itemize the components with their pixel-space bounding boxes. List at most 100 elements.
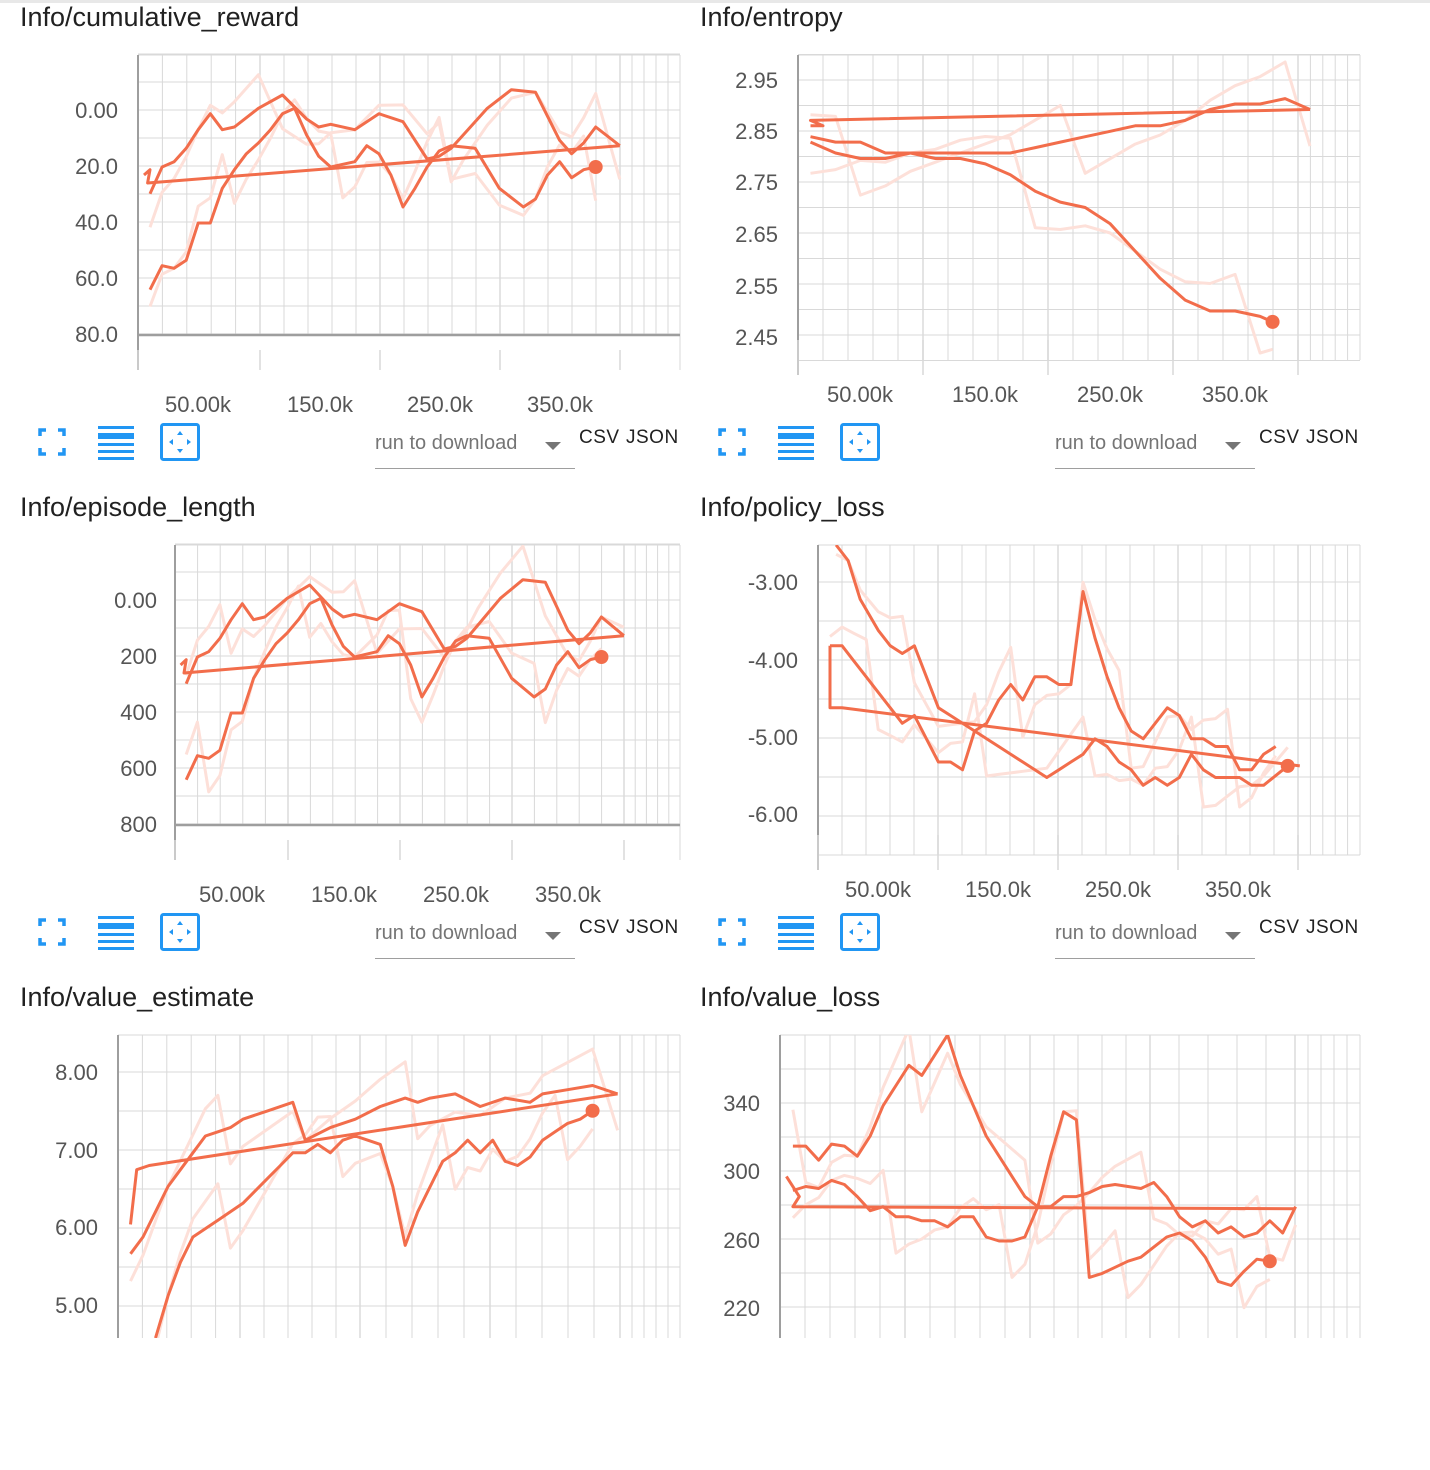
chart-plot[interactable]: 8.00 7.00 6.00 5.00 xyxy=(0,980,681,1338)
raw-series-line xyxy=(148,98,598,308)
series-line xyxy=(792,1110,1271,1287)
vertical-gridlines xyxy=(779,1035,1361,1338)
vertical-gridlines xyxy=(174,545,681,860)
chart-plot[interactable]: 2.95 2.85 2.75 2.65 2.55 2.45 50.00k 150.0k 250.… xyxy=(680,0,1361,420)
log-scale-icon[interactable] xyxy=(776,422,816,462)
y-tick-label: 5.00 xyxy=(55,1293,98,1318)
chart-card: Info/policy_loss -3.00 -4.00 -5.00 -6.00 50.0… xyxy=(680,490,1361,980)
x-tick-label: 150.0k xyxy=(311,882,378,907)
series-line xyxy=(184,596,602,781)
x-tick-label: 50.00k xyxy=(845,877,912,902)
grid xyxy=(779,1034,1361,1338)
fit-domain-icon[interactable] xyxy=(32,912,72,952)
dropdown-caret-icon xyxy=(545,932,561,940)
x-tick-label: 50.00k xyxy=(165,392,232,417)
line-chart: 0.00 200 400 600 800 50.00k 150.0k 250.0k 350.0k xyxy=(114,543,681,907)
horizontal-gridlines xyxy=(118,1034,680,1307)
run-download-select[interactable]: run to download xyxy=(1055,918,1255,959)
log-scale-icon[interactable] xyxy=(96,422,136,462)
raw-series-line xyxy=(156,1093,594,1338)
json-download-link[interactable]: JSON xyxy=(1306,917,1359,938)
chart-plot[interactable]: 0.00 20.0 40.0 60.0 80.0 50.00k 150.0k 250.0k 35… xyxy=(0,0,681,417)
chart-title: Info/value_loss xyxy=(700,982,881,1012)
y-tick-label: -6.00 xyxy=(748,802,798,827)
y-tick-label: 40.0 xyxy=(75,210,118,235)
x-tick-label: 250.0k xyxy=(1077,382,1144,407)
vertical-gridlines xyxy=(117,1035,681,1338)
series-line xyxy=(129,1084,619,1255)
series-line xyxy=(834,545,1277,772)
raw-series-line xyxy=(810,135,1274,355)
fit-domain-icon[interactable] xyxy=(712,912,752,952)
zoom-reset-icon[interactable] xyxy=(160,912,200,952)
last-point-marker xyxy=(1280,758,1295,773)
last-point-marker xyxy=(585,1103,600,1118)
fit-domain-icon[interactable] xyxy=(32,422,72,462)
dropdown-caret-icon xyxy=(545,442,561,450)
chart-plot[interactable]: 0.00 200 400 600 800 50.00k 150.0k 250.0k 350.0k xyxy=(0,490,681,907)
series-line xyxy=(809,108,1311,128)
raw-series-line xyxy=(791,1109,1271,1310)
series-line xyxy=(143,144,620,185)
y-tick-label: 2.55 xyxy=(735,274,778,299)
series-line xyxy=(785,1175,1296,1211)
line-chart: -3.00 -4.00 -5.00 -6.00 50.00k 150.0k 250.0k 35… xyxy=(748,544,1361,902)
fit-domain-icon[interactable] xyxy=(712,422,752,462)
raw-series-line xyxy=(810,60,1312,197)
last-point-marker xyxy=(1262,1254,1277,1269)
run-download-placeholder: run to download xyxy=(375,922,518,944)
chart-title: Info/policy_loss xyxy=(700,492,885,522)
y-tick-label: 2.75 xyxy=(735,170,778,195)
chart-title: Info/cumulative_reward xyxy=(20,2,300,32)
y-tick-label: 800 xyxy=(120,812,157,837)
chart-title: Info/value_estimate xyxy=(20,982,255,1012)
chart-controls: run to download CSV JSON xyxy=(680,422,1360,482)
zoom-reset-icon[interactable] xyxy=(160,422,200,462)
raw-series-line xyxy=(148,73,622,228)
csv-download-link[interactable]: CSV xyxy=(579,427,620,448)
json-download-link[interactable]: JSON xyxy=(1306,427,1359,448)
csv-download-link[interactable]: CSV xyxy=(1259,427,1300,448)
series-group xyxy=(179,545,625,794)
y-tick-label: 400 xyxy=(120,700,157,725)
log-scale-icon[interactable] xyxy=(96,912,136,952)
x-tick-label: 150.0k xyxy=(287,392,354,417)
y-tick-label: 2.95 xyxy=(735,68,778,93)
y-tick-label: 2.85 xyxy=(735,119,778,144)
run-download-placeholder: run to download xyxy=(1055,922,1198,944)
run-download-select[interactable]: run to download xyxy=(375,918,575,959)
x-tick-label: 350.0k xyxy=(1205,877,1272,902)
zoom-reset-icon[interactable] xyxy=(840,422,880,462)
y-tick-label: 200 xyxy=(120,644,157,669)
json-download-link[interactable]: JSON xyxy=(626,427,679,448)
horizontal-gridlines xyxy=(780,1034,1360,1308)
json-download-link[interactable]: JSON xyxy=(626,917,679,938)
y-tick-label: 0.00 xyxy=(75,98,118,123)
y-tick-label: 0.00 xyxy=(114,588,157,613)
chart-controls: run to download CSV JSON xyxy=(680,912,1360,972)
y-tick-label: 340 xyxy=(723,1091,760,1116)
run-download-select[interactable]: run to download xyxy=(1055,428,1255,469)
vertical-gridlines xyxy=(817,545,1361,855)
y-tick-label: 220 xyxy=(723,1296,760,1321)
y-tick-label: 300 xyxy=(723,1159,760,1184)
x-tick-label: 250.0k xyxy=(1085,877,1152,902)
chart-plot[interactable]: -3.00 -4.00 -5.00 -6.00 50.00k 150.0k 250.0k 35… xyxy=(680,490,1361,915)
raw-series-line xyxy=(835,552,1277,809)
y-tick-label: 7.00 xyxy=(55,1138,98,1163)
grid xyxy=(174,543,681,860)
series-line xyxy=(810,135,1274,324)
run-download-select[interactable]: run to download xyxy=(375,428,575,469)
x-tick-label: 350.0k xyxy=(527,392,594,417)
chart-plot[interactable]: 340 300 260 220 xyxy=(680,980,1361,1338)
chart-title: Info/episode_length xyxy=(20,492,256,522)
horizontal-gridlines xyxy=(818,544,1360,856)
csv-download-link[interactable]: CSV xyxy=(1259,917,1300,938)
y-tick-label: 60.0 xyxy=(75,266,118,291)
zoom-reset-icon[interactable] xyxy=(840,912,880,952)
x-tick-label: 350.0k xyxy=(535,882,602,907)
raw-series-line xyxy=(129,1047,620,1282)
csv-download-link[interactable]: CSV xyxy=(579,917,620,938)
log-scale-icon[interactable] xyxy=(776,912,816,952)
dropdown-caret-icon xyxy=(1225,932,1241,940)
